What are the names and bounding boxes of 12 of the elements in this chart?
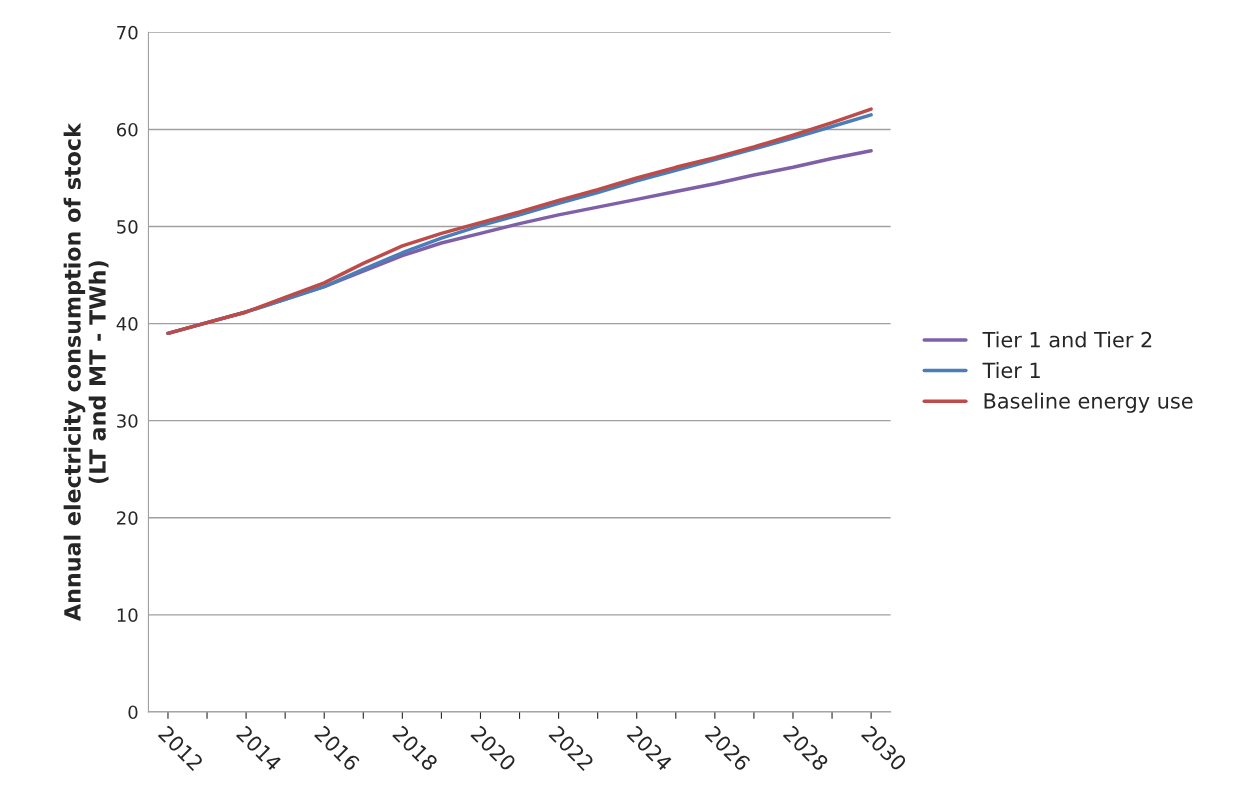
legend-label: Baseline energy use bbox=[984, 392, 1193, 413]
y-tick-label: 20 bbox=[117, 511, 138, 525]
y-tick-label: 70 bbox=[117, 25, 138, 40]
legend-label: Tier 1 bbox=[982, 362, 1040, 379]
y-tick-label: 60 bbox=[117, 122, 138, 137]
y-tick-label: 50 bbox=[117, 219, 138, 234]
y-axis-title: Annual electricity consumption of stock (LT and MT - TWh) bbox=[63, 122, 109, 621]
legend-label: Tier 1 and Tier 2 bbox=[982, 331, 1152, 348]
y-tick-label: 0 bbox=[128, 705, 138, 720]
y-tick-label: 10 bbox=[117, 608, 138, 622]
y-tick-label: 40 bbox=[116, 317, 138, 331]
y-tick-label: 30 bbox=[117, 414, 138, 428]
